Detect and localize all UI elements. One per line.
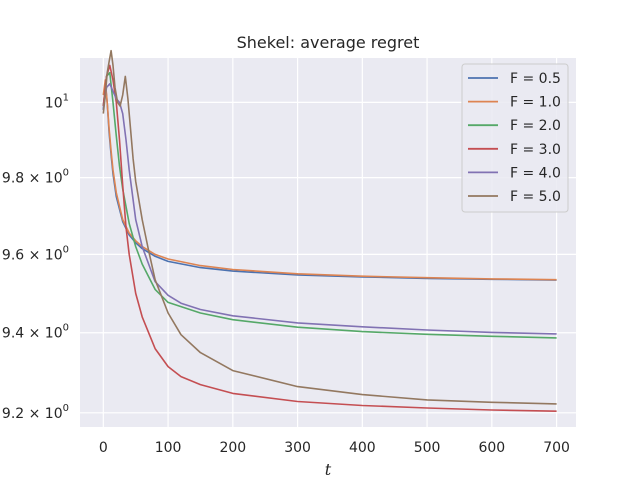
legend-label: F = 0.5 [510, 71, 561, 87]
legend-label: F = 3.0 [510, 142, 561, 158]
legend-label: F = 1.0 [510, 95, 561, 111]
x-tick-label: 700 [543, 440, 570, 456]
x-tick-label: 300 [284, 440, 311, 456]
x-tick-label: 500 [414, 440, 441, 456]
x-tick-label: 200 [219, 440, 246, 456]
x-axis-label: t [325, 460, 332, 479]
series-line-2 [102, 79, 557, 281]
series-line-6 [102, 49, 557, 405]
y-tick-label: 101 [45, 92, 69, 111]
y-tick-label: 9.6 × 100 [2, 244, 69, 263]
y-tick-label: 9.4 × 100 [2, 323, 69, 342]
legend-label: F = 4.0 [510, 165, 561, 181]
legend-label: F = 2.0 [510, 118, 561, 134]
x-tick-label: 600 [478, 440, 505, 456]
x-tick-label: 400 [349, 440, 376, 456]
y-tick-label: 9.2 × 100 [2, 403, 69, 422]
x-tick-label: 100 [155, 440, 182, 456]
series-line-4 [102, 64, 557, 412]
chart-title: Shekel: average regret [237, 33, 420, 52]
x-axis-ticks: 0 100 200 300 400 500 600 700 [99, 440, 570, 456]
x-tick-label: 0 [99, 440, 108, 456]
series-line-5 [102, 83, 557, 335]
y-tick-label: 9.8 × 100 [2, 168, 69, 187]
series-lines [102, 49, 557, 412]
legend: F = 0.5 F = 1.0 F = 2.0 F = 3.0 F = 4.0 F = 5… [461, 63, 569, 213]
legend-label: F = 5.0 [510, 189, 561, 205]
y-axis-ticks: 9.2 × 100 9.4 × 100 9.6 × 100 9.8 × 100 101 [2, 92, 69, 421]
series-line-3 [102, 71, 557, 339]
